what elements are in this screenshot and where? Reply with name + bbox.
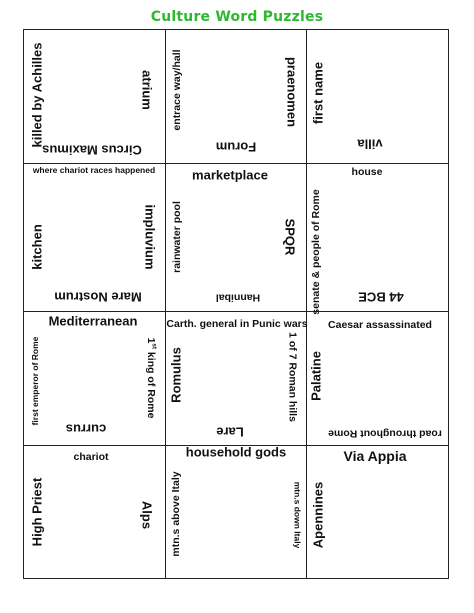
puzzle-piece-label: SPQR [282,218,298,256]
grid-divider [165,29,166,579]
puzzle-piece-label: villa [357,136,383,152]
puzzle-piece-label: Caesar assassinated [328,318,432,331]
puzzle-piece-label: house [351,165,383,178]
puzzle-piece-label: household gods [185,444,287,460]
puzzle-piece-label: 1 of 7 Roman hills [286,332,299,422]
puzzle-piece-label: mtn.s above Italy [169,471,182,557]
grid-divider [23,311,449,312]
puzzle-piece-label: Mediterranean [48,313,138,329]
puzzle-piece-label: 44 BCE [358,289,404,305]
puzzle-piece-label: impluvium [142,204,158,270]
puzzle-piece-label: currus [65,421,107,437]
puzzle-piece-label: first emperor of Rome [29,336,40,426]
grid-divider [306,29,307,579]
puzzle-piece-label: Alps [139,500,155,530]
puzzle-piece-label: Apennines [310,481,326,549]
puzzle-piece-label: Forum [215,139,257,155]
puzzle-piece-label: marketplace [192,167,268,183]
puzzle-piece-label: senate & people of Rome [309,189,322,315]
puzzle-piece-label: Mare Nostrum [54,289,142,305]
puzzle-piece-label: praenomen [284,56,300,128]
puzzle-grid [23,29,449,579]
puzzle-piece-label: Carth. general in Punic wars [166,317,308,330]
puzzle-piece-label: where chariot races happened [32,164,156,175]
puzzle-piece-label: Via Appia [343,448,407,464]
puzzle-piece-label: Romulus [168,347,184,403]
puzzle-piece-label: kitchen [29,224,45,270]
puzzle-piece-label: mtn.s down Italy [292,481,303,549]
puzzle-piece-label: rainwater pool [170,201,183,273]
puzzle-piece-label: Palatine [308,351,324,401]
puzzle-piece-label: High Priest [29,477,45,547]
puzzle-piece-label: road throughout Rome [328,427,442,440]
puzzle-piece-label: chariot [73,450,109,463]
puzzle-piece-label: killed by Achilles [29,42,45,148]
page-title: Culture Word Puzzles [150,9,324,25]
puzzle-piece-label: 1st king of Rome [145,337,158,419]
grid-divider [23,163,449,164]
puzzle-piece-label: first name [310,61,326,125]
puzzle-piece-label: atrium [139,70,155,110]
puzzle-piece-label: Circus Maximus [42,142,142,158]
puzzle-piece-label: Lare [216,424,244,440]
puzzle-piece-label: entrace way/hall [170,49,183,131]
grid-divider [23,445,449,446]
puzzle-piece-label: Hannibal [215,291,261,304]
